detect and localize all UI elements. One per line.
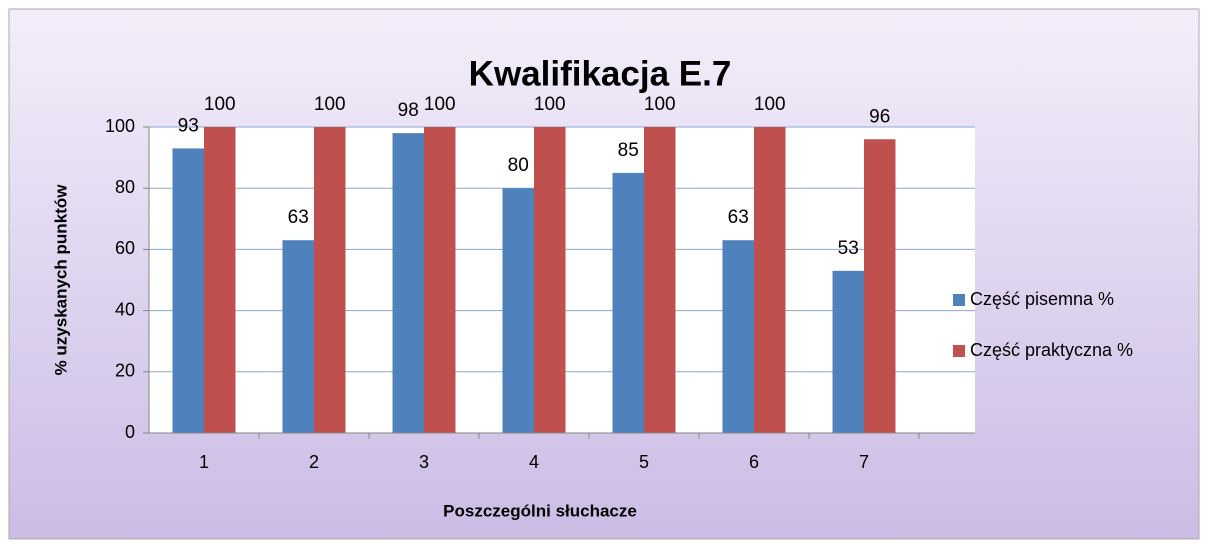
x-tick-label: 7 <box>859 452 869 472</box>
x-tick-label: 6 <box>749 452 759 472</box>
value-label: 100 <box>754 94 786 115</box>
bar <box>612 172 644 433</box>
y-tick-label: 60 <box>115 238 135 258</box>
y-tick-label: 40 <box>115 299 135 319</box>
y-tick-label: 100 <box>105 116 135 136</box>
x-axis-label: Poszczególni słuchacze <box>443 501 637 520</box>
legend-swatch <box>953 294 965 306</box>
bar <box>204 127 236 433</box>
legend-swatch <box>953 345 965 357</box>
y-tick-label: 20 <box>115 361 135 381</box>
value-label: 100 <box>534 94 566 115</box>
value-label: 93 <box>178 115 199 136</box>
x-tick-label: 2 <box>309 452 319 472</box>
value-label: 63 <box>288 207 309 228</box>
bar <box>644 127 676 433</box>
y-axis-label: % uzyskanych punktów <box>51 184 70 376</box>
value-label: 100 <box>644 94 676 115</box>
x-tick-label: 1 <box>199 452 209 472</box>
bar <box>832 270 864 433</box>
value-label: 80 <box>508 155 529 176</box>
bar <box>314 127 346 433</box>
value-label: 100 <box>204 94 236 115</box>
y-tick-label: 0 <box>125 422 135 442</box>
value-label: 53 <box>838 238 859 259</box>
value-label: 100 <box>314 94 346 115</box>
bar <box>722 240 754 433</box>
chart-title: Kwalifikacja E.7 <box>469 54 732 93</box>
value-label: 96 <box>869 106 890 127</box>
value-label: 85 <box>618 140 639 161</box>
bar <box>392 133 424 433</box>
legend-label: Część pisemna % <box>970 289 1114 309</box>
x-tick-label: 4 <box>529 452 539 472</box>
value-label: 63 <box>728 207 749 228</box>
x-tick-label: 5 <box>639 452 649 472</box>
y-tick-label: 80 <box>115 177 135 197</box>
bar <box>754 127 786 433</box>
value-label: 98 <box>398 100 419 121</box>
bar <box>502 188 534 433</box>
bar <box>534 127 566 433</box>
x-tick-label: 3 <box>419 452 429 472</box>
bar <box>172 148 204 434</box>
bar <box>282 240 314 433</box>
bar <box>424 127 456 433</box>
bar <box>864 139 896 434</box>
legend-label: Część praktyczna % <box>970 340 1133 360</box>
value-label: 100 <box>424 94 456 115</box>
